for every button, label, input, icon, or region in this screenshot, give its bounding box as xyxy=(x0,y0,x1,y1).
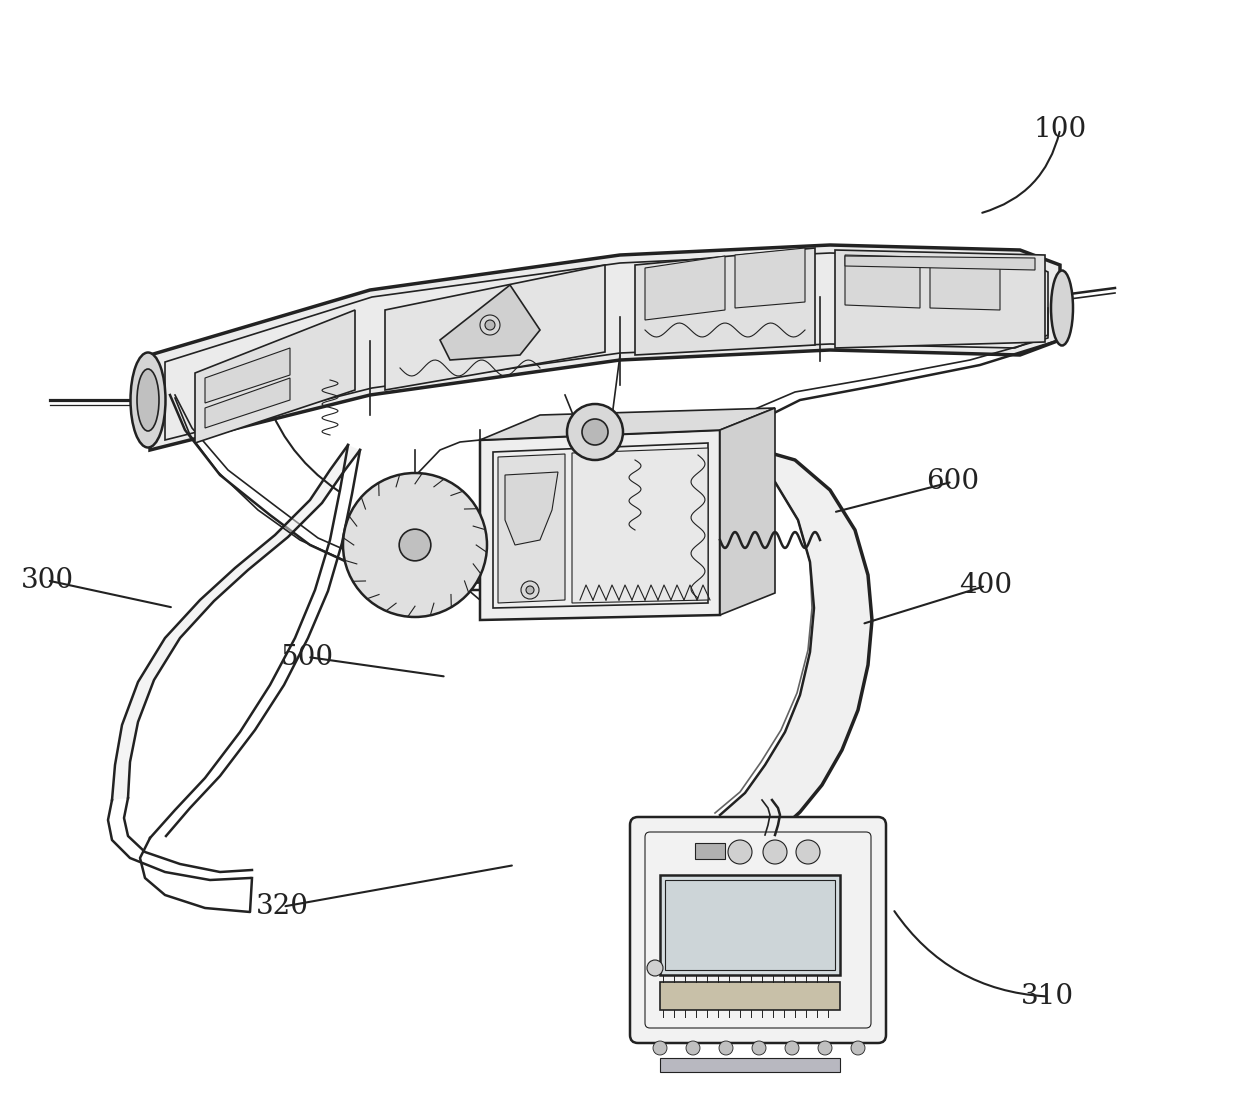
Polygon shape xyxy=(635,247,815,355)
Polygon shape xyxy=(112,445,360,800)
Circle shape xyxy=(582,419,608,445)
Polygon shape xyxy=(930,258,999,310)
Ellipse shape xyxy=(136,369,159,431)
Polygon shape xyxy=(844,256,1035,270)
Circle shape xyxy=(728,840,751,864)
Polygon shape xyxy=(498,454,565,603)
Polygon shape xyxy=(645,256,725,320)
Polygon shape xyxy=(572,448,708,603)
Circle shape xyxy=(343,473,487,616)
Text: 300: 300 xyxy=(21,567,73,593)
Polygon shape xyxy=(720,408,775,615)
Polygon shape xyxy=(384,265,605,390)
Polygon shape xyxy=(835,250,1045,348)
Circle shape xyxy=(785,1041,799,1054)
Circle shape xyxy=(751,1041,766,1054)
Text: 100: 100 xyxy=(1034,116,1086,142)
Polygon shape xyxy=(195,310,355,443)
Bar xyxy=(694,843,725,858)
Polygon shape xyxy=(720,445,872,835)
Text: 310: 310 xyxy=(1022,983,1074,1010)
Polygon shape xyxy=(505,472,558,545)
Circle shape xyxy=(686,1041,701,1054)
Polygon shape xyxy=(150,245,1060,450)
Polygon shape xyxy=(844,255,920,308)
Polygon shape xyxy=(480,430,720,620)
Circle shape xyxy=(851,1041,866,1054)
Bar xyxy=(660,1058,839,1072)
Text: 500: 500 xyxy=(281,644,334,670)
FancyBboxPatch shape xyxy=(630,817,887,1044)
Ellipse shape xyxy=(1052,270,1073,346)
Polygon shape xyxy=(205,378,290,428)
Text: 200: 200 xyxy=(234,365,286,391)
Circle shape xyxy=(399,529,430,561)
Circle shape xyxy=(647,960,663,976)
Circle shape xyxy=(526,586,534,593)
Bar xyxy=(665,880,835,970)
Circle shape xyxy=(763,840,787,864)
Polygon shape xyxy=(440,285,539,360)
Circle shape xyxy=(719,1041,733,1054)
Circle shape xyxy=(480,315,500,335)
Bar xyxy=(660,982,839,1010)
Circle shape xyxy=(653,1041,667,1054)
Ellipse shape xyxy=(130,353,165,448)
Circle shape xyxy=(818,1041,832,1054)
Circle shape xyxy=(521,581,539,599)
Circle shape xyxy=(485,320,495,330)
Bar xyxy=(660,875,839,975)
Text: 400: 400 xyxy=(960,573,1012,599)
Circle shape xyxy=(567,404,622,460)
Text: 600: 600 xyxy=(926,469,978,495)
Polygon shape xyxy=(480,408,775,440)
Circle shape xyxy=(796,840,820,864)
Text: 320: 320 xyxy=(257,894,309,920)
Polygon shape xyxy=(735,247,805,308)
Polygon shape xyxy=(205,348,290,403)
